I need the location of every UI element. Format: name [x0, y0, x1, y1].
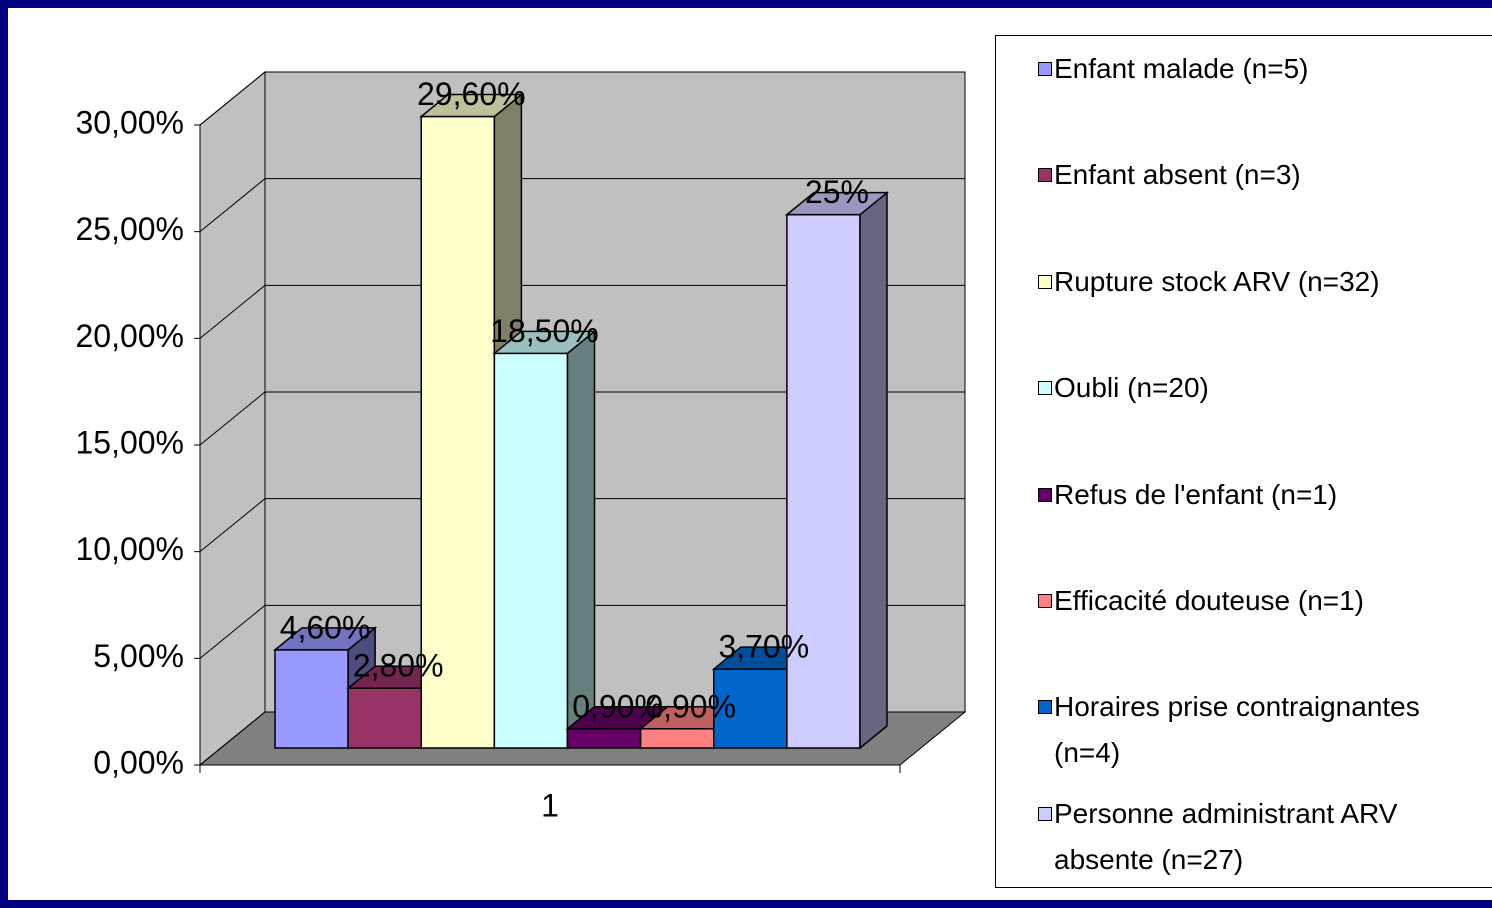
grid-line [199, 604, 965, 659]
value-label: 0,90% [645, 688, 736, 724]
legend-label: Enfant malade (n=5) [1054, 53, 1309, 84]
legend-label: Rupture stock ARV (n=32) [1054, 265, 1380, 297]
bar-front [274, 649, 349, 749]
legend-label: Horaires prise contraignantes (n=4) [1054, 691, 1420, 769]
bar-top [419, 93, 524, 118]
bar-top [784, 191, 890, 216]
y-tick-label: 25,00% [75, 211, 184, 247]
legend-swatch [1038, 274, 1052, 289]
bar-front [347, 687, 422, 749]
value-label: 29,60% [417, 76, 526, 112]
value-label: 4,60% [280, 609, 371, 645]
value-label: 0,90% [572, 688, 663, 724]
legend-label: Refus de l'enfant (n=1) [1054, 478, 1338, 510]
legend-swatch [1038, 594, 1052, 608]
y-tick-label: 15,00% [75, 424, 184, 460]
legend-swatch [1038, 168, 1052, 183]
legend-swatch [1038, 487, 1052, 502]
y-tick-label: 0,00% [93, 744, 184, 780]
value-label: 25% [805, 174, 869, 210]
grid-line [199, 284, 965, 339]
grid-line [199, 71, 965, 126]
legend-label: Personne administrant ARV absente (n=27) [1054, 797, 1398, 875]
value-label: 3,70% [718, 629, 809, 665]
y-tick-label: 10,00% [75, 531, 184, 567]
legend-swatch [1038, 806, 1052, 821]
y-tick-label: 20,00% [75, 318, 184, 354]
bar-side [566, 329, 596, 750]
value-label: 2,80% [353, 648, 444, 684]
bar-front [786, 213, 861, 749]
bar-front [493, 352, 569, 749]
legend-swatch [1038, 62, 1052, 76]
grid-line [199, 178, 965, 233]
legend-label: Efficacité douteuse (n=1) [1054, 585, 1365, 616]
legend-label: Enfant absent (n=3) [1054, 159, 1301, 191]
bar-front [639, 728, 715, 749]
bar-side [859, 191, 888, 750]
bar-top [492, 330, 597, 355]
legend-label: Oubli (n=20) [1054, 372, 1209, 404]
value-label: 18,50% [490, 313, 599, 349]
bar-front [566, 728, 642, 749]
bar-top [272, 627, 378, 651]
y-tick-label: 30,00% [75, 104, 184, 140]
legend: Enfant malade (n=5) Enfant absent (n=3) Ru… [995, 35, 1492, 888]
x-tick-label: 1 [541, 787, 559, 823]
grid-line [199, 391, 965, 446]
grid-line [199, 498, 965, 553]
legend-swatch [1038, 700, 1052, 715]
legend-swatch [1038, 381, 1052, 396]
y-tick-label: 5,00% [93, 638, 184, 674]
